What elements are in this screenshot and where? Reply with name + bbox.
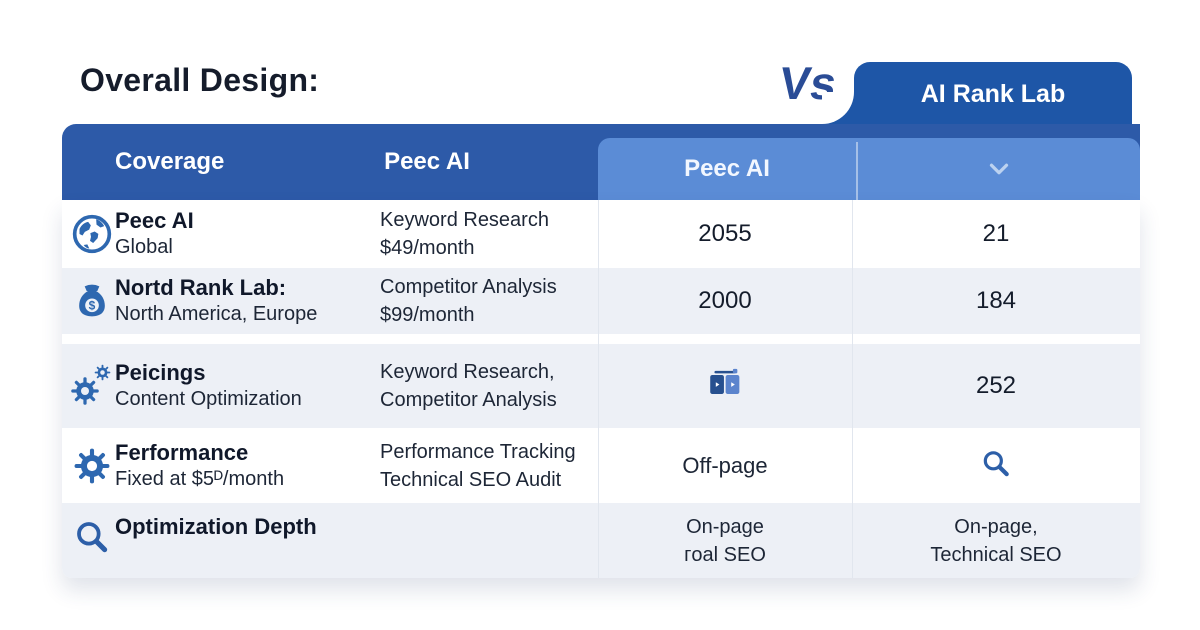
table-row: Ferformance Fixed at $5ᴰ/month Performan… — [62, 428, 1140, 503]
globe-icon — [70, 212, 114, 256]
panel-column-divider — [856, 142, 858, 200]
chevron-down-icon[interactable] — [858, 138, 1140, 200]
tab-ai-rank-lab[interactable]: AI Rank Lab — [854, 62, 1132, 126]
column-header-coverage: Coverage — [115, 148, 225, 175]
feature-cell: Performance Tracking Technical SEO Audit — [380, 438, 576, 494]
row-subtitle: Fixed at $5ᴰ/month — [115, 467, 285, 490]
row-title: Nortd Rank Lab: — [115, 275, 287, 300]
gears-icon — [70, 364, 114, 408]
money-bag-icon: $ — [70, 279, 114, 323]
column-header-peec-ai: Peec AI — [384, 148, 470, 175]
row-label: Peec AI Global — [115, 207, 194, 261]
peec-value-cell: 2055 — [698, 220, 752, 247]
tab-label: AI Rank Lab — [920, 79, 1066, 108]
value-line: On-page — [686, 515, 764, 538]
wallet-cards-icon — [598, 368, 852, 405]
value-line: Technical SEO — [930, 543, 1062, 566]
feature-cell: Keyword Research $49/month — [380, 206, 549, 262]
row-title: Ferformance — [115, 439, 249, 465]
row-label: Peicings Content Optimization — [115, 359, 302, 413]
feature-cell: Keyword Research, Competitor Analysis — [380, 358, 557, 414]
row-title: Optimization Depth — [115, 514, 317, 539]
feature-line: Competitor Analysis — [380, 276, 557, 298]
value-line: On-page, — [954, 515, 1038, 538]
feature-line: $99/month — [380, 304, 475, 326]
table-row: Optimization Depth On-page гoal SEO On-p… — [62, 503, 1140, 578]
feature-line: Performance Tracking — [380, 440, 576, 463]
rank-lab-value-cell: 184 — [975, 287, 1017, 314]
row-label: Ferformance Fixed at $5ᴰ/month — [115, 439, 284, 493]
table-row: $ Nortd Rank Lab: North America, Europe … — [62, 268, 1140, 334]
row-subtitle: North America, Europe — [115, 303, 318, 325]
gear-icon — [70, 444, 114, 488]
feature-line: Keyword Research, — [380, 361, 555, 383]
rank-lab-value-cell: 21 — [982, 220, 1010, 247]
rank-lab-value-cell: On-page, Technical SEO — [852, 513, 1140, 569]
row-gap — [62, 334, 1140, 344]
column-divider — [598, 200, 599, 578]
svg-text:$: $ — [89, 299, 96, 313]
feature-line: $49/month — [380, 237, 475, 259]
page-title: Overall Design: — [80, 62, 320, 98]
search-icon — [852, 447, 1140, 484]
row-subtitle: Global — [115, 236, 173, 258]
peec-value-cell: On-page гoal SEO — [598, 513, 852, 569]
search-icon — [70, 515, 114, 559]
column-divider — [852, 200, 853, 578]
comparison-table-body: Peec AI Global Keyword Research $49/mont… — [62, 200, 1140, 578]
row-subtitle: Content Optimization — [115, 388, 302, 410]
peec-value-cell: 2000 — [698, 287, 752, 314]
peec-value-cell: Off-page — [682, 452, 768, 478]
feature-line: Keyword Research — [380, 209, 549, 231]
feature-line: Technical SEO Audit — [380, 468, 562, 491]
row-title: Peicings — [115, 360, 206, 385]
table-row: Peec AI Global Keyword Research $49/mont… — [62, 200, 1140, 268]
row-label: Nortd Rank Lab: North America, Europe — [115, 274, 317, 328]
panel-column-peec-ai: Peec AI — [684, 155, 770, 182]
rank-lab-value-cell: 252 — [975, 372, 1017, 399]
right-panel-header: Peec AI — [598, 138, 1140, 200]
table-row: Peicings Content Optimization Keyword Re… — [62, 344, 1140, 428]
feature-line: Competitor Analysis — [380, 389, 557, 411]
feature-cell: Competitor Analysis $99/month — [380, 273, 557, 329]
value-line: гoal SEO — [684, 543, 766, 566]
row-label: Optimization Depth — [115, 513, 317, 540]
row-title: Peec AI — [115, 208, 194, 233]
